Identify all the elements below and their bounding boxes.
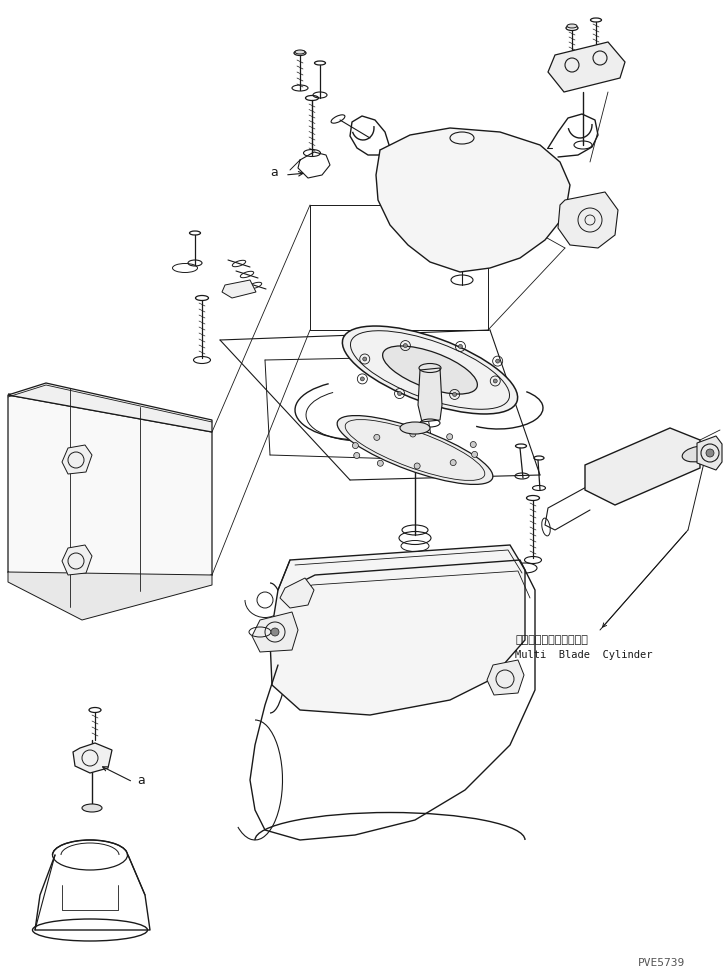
Polygon shape <box>697 436 722 470</box>
Polygon shape <box>548 42 625 92</box>
Ellipse shape <box>295 50 305 54</box>
Circle shape <box>354 452 360 458</box>
Text: マルチブレードシリンダ: マルチブレードシリンダ <box>515 635 588 645</box>
Circle shape <box>363 357 367 361</box>
Circle shape <box>377 460 384 466</box>
Polygon shape <box>222 280 256 298</box>
Circle shape <box>352 443 358 449</box>
Circle shape <box>706 449 714 457</box>
Ellipse shape <box>383 346 478 394</box>
Polygon shape <box>487 660 524 695</box>
Polygon shape <box>585 428 700 505</box>
Text: a: a <box>270 166 278 178</box>
Polygon shape <box>418 368 442 422</box>
Polygon shape <box>280 578 314 608</box>
Ellipse shape <box>342 326 518 414</box>
Text: a: a <box>137 773 145 787</box>
Polygon shape <box>558 192 618 248</box>
Circle shape <box>496 359 499 363</box>
Polygon shape <box>8 572 212 620</box>
Polygon shape <box>73 743 112 773</box>
Ellipse shape <box>400 422 430 434</box>
Circle shape <box>494 379 497 383</box>
Text: Multi  Blade  Cylinder: Multi Blade Cylinder <box>515 650 652 660</box>
Circle shape <box>271 628 279 636</box>
Ellipse shape <box>82 804 102 812</box>
Polygon shape <box>376 128 570 272</box>
Polygon shape <box>62 545 92 575</box>
Circle shape <box>374 435 380 441</box>
Circle shape <box>459 344 462 348</box>
Polygon shape <box>62 445 92 474</box>
Polygon shape <box>8 395 212 610</box>
Circle shape <box>472 451 478 457</box>
Circle shape <box>397 392 402 396</box>
Ellipse shape <box>682 447 714 462</box>
Circle shape <box>447 434 453 440</box>
Polygon shape <box>252 612 298 652</box>
Ellipse shape <box>337 415 493 485</box>
Polygon shape <box>270 545 525 715</box>
Circle shape <box>414 463 420 469</box>
Polygon shape <box>8 383 212 432</box>
Circle shape <box>410 431 416 437</box>
Circle shape <box>450 459 456 466</box>
Circle shape <box>453 392 456 397</box>
Circle shape <box>360 377 364 381</box>
Text: PVE5739: PVE5739 <box>638 958 685 968</box>
Circle shape <box>403 343 408 347</box>
Circle shape <box>470 442 476 448</box>
Ellipse shape <box>567 24 577 28</box>
